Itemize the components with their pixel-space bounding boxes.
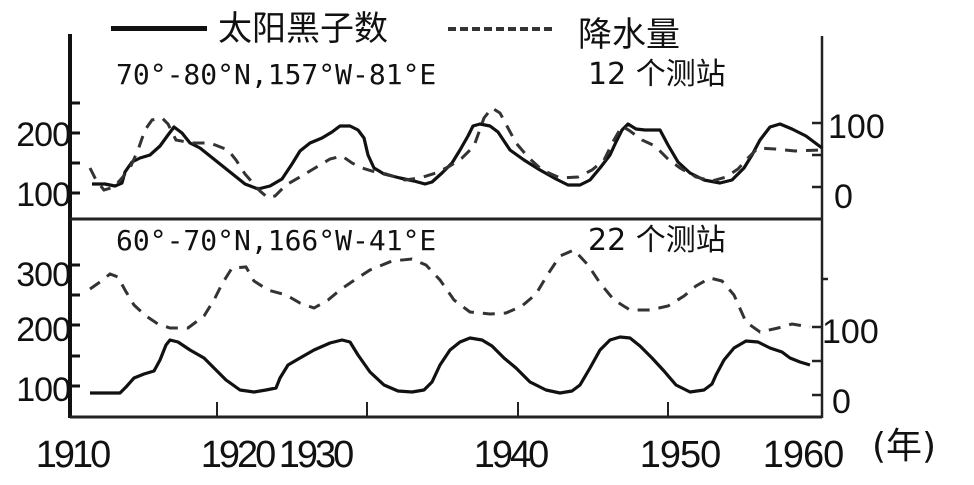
x-axis-unit: (年) (872, 426, 937, 467)
panel1-stations: 12 个测站 (588, 57, 726, 92)
x-tick-1910: 1910 (35, 434, 112, 476)
panel2-left-ticks (70, 263, 80, 388)
panel1-right-tick-0: 0 (834, 178, 853, 216)
x-tick-1930: 1930 (278, 434, 355, 476)
legend-dashed-line-icon (448, 27, 552, 31)
x-tick-1940: 1940 (473, 434, 550, 476)
panel2-precip-line (89, 248, 811, 334)
x-tick-1950: 1950 (639, 434, 722, 476)
panel2-left-tick-300: 300 (16, 256, 71, 294)
panel1-sunspot-line (92, 122, 823, 191)
panel1-left-tick-200: 200 (16, 116, 71, 154)
panel2-left-tick-200: 200 (16, 311, 71, 349)
x-tick-1920: 1920 (200, 434, 277, 476)
x-tick-1960: 1960 (762, 434, 845, 476)
panel2-right-tick-100: 100 (822, 313, 879, 351)
panel2-left-tick-100: 100 (16, 371, 71, 409)
legend-sunspot-label: 太阳黑子数 (218, 9, 388, 49)
panel1-region: 70°-80°N,157°W-81°E (116, 58, 437, 91)
panel2-stations: 22 个测站 (588, 223, 726, 258)
legend-solid-line-icon (111, 26, 207, 31)
panel1-right-tick-100: 100 (828, 108, 885, 146)
panel2-right-tick-0: 0 (832, 383, 851, 421)
panel2-sunspot-line (90, 335, 811, 395)
right-ticks (812, 121, 828, 397)
panel1-left-tick-100: 100 (16, 176, 71, 214)
legend-precip-label: 降水量 (578, 15, 680, 55)
panel1-precip-line (88, 106, 821, 200)
panel1-left-ticks (70, 101, 80, 195)
bottom-ticks (216, 402, 669, 417)
panel2-region: 60°-70°N,166°W-41°E (116, 224, 437, 257)
